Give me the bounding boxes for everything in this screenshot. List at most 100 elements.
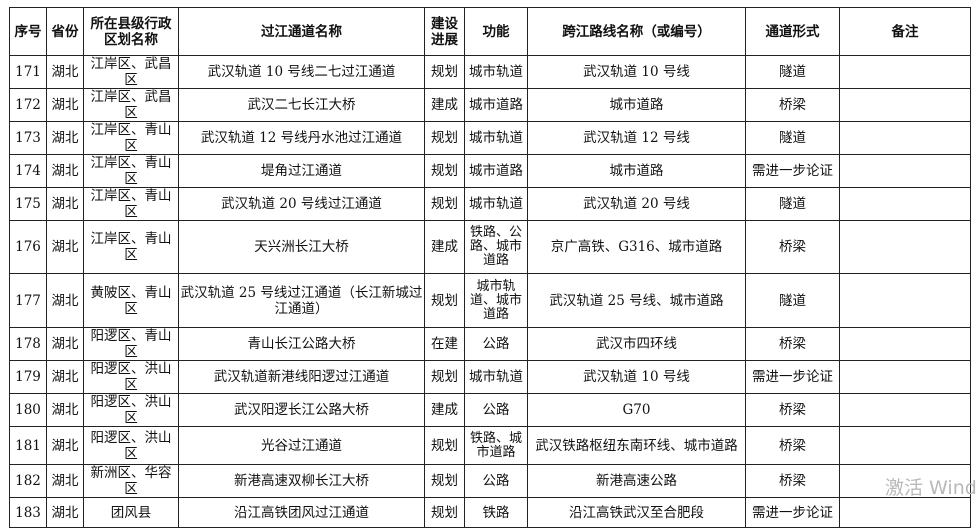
row-number: 179 bbox=[9, 360, 47, 394]
function: 城市轨道 bbox=[464, 360, 528, 394]
progress: 规划 bbox=[424, 464, 465, 498]
river-crossing-table: 序号 省份 所在县级行政区划名称 过江通道名称 建设进展 功能 跨江路线名称（或编号） 通道形… bbox=[9, 7, 971, 528]
crossing-form: 需进一步论证 bbox=[745, 497, 840, 528]
function: 城市道路 bbox=[464, 154, 528, 188]
row-number: 174 bbox=[9, 154, 47, 188]
route-name: 城市道路 bbox=[527, 88, 746, 122]
header-progress: 建设进展 bbox=[424, 7, 465, 56]
crossing-name: 青山长江公路大桥 bbox=[178, 327, 425, 361]
table-row: 171 湖北 江岸区、武昌区 武汉轨道 10 号线二七过江通道 规划 城市轨道 武汉轨道 1… bbox=[9, 55, 971, 89]
table-row: 173 湖北 江岸区、青山区 武汉轨道 12 号线丹水池过江通道 规划 城市轨道 武汉轨道 … bbox=[9, 121, 971, 155]
district: 团风县 bbox=[83, 497, 179, 528]
crossing-form: 隧道 bbox=[745, 121, 840, 155]
row-number: 181 bbox=[9, 426, 47, 465]
route-name: 武汉市四环线 bbox=[527, 327, 746, 361]
progress: 规划 bbox=[424, 360, 465, 394]
progress: 建成 bbox=[424, 220, 465, 274]
table-row: 182 湖北 新洲区、华容区 新港高速双柳长江大桥 规划 公路 新港高速公路 桥梁 bbox=[9, 464, 971, 498]
function: 城市道路 bbox=[464, 88, 528, 122]
province: 湖北 bbox=[46, 464, 84, 498]
province: 湖北 bbox=[46, 497, 84, 528]
table-row: 180 湖北 阳逻区、洪山区 武汉阳逻长江公路大桥 建成 公路 G70 桥梁 bbox=[9, 393, 971, 427]
district: 江岸区、青山区 bbox=[83, 220, 179, 274]
function: 铁路、城市道路 bbox=[464, 426, 528, 465]
remark bbox=[839, 55, 971, 89]
district: 江岸区、青山区 bbox=[83, 154, 179, 188]
crossing-name: 新港高速双柳长江大桥 bbox=[178, 464, 425, 498]
crossing-name: 堤角过江通道 bbox=[178, 154, 425, 188]
function: 公路 bbox=[464, 327, 528, 361]
route-name: 武汉轨道 12 号线 bbox=[527, 121, 746, 155]
row-number: 177 bbox=[9, 273, 47, 328]
crossing-form: 桥梁 bbox=[745, 426, 840, 465]
district: 阳逻区、洪山区 bbox=[83, 360, 179, 394]
crossing-name: 光谷过江通道 bbox=[178, 426, 425, 465]
function: 铁路 bbox=[464, 497, 528, 528]
progress: 规划 bbox=[424, 154, 465, 188]
crossing-name: 沿江高铁团风过江通道 bbox=[178, 497, 425, 528]
header-function: 功能 bbox=[464, 7, 528, 56]
district: 阳逻区、洪山区 bbox=[83, 426, 179, 465]
header-name: 过江通道名称 bbox=[178, 7, 425, 56]
province: 湖北 bbox=[46, 393, 84, 427]
row-number: 171 bbox=[9, 55, 47, 89]
progress: 建成 bbox=[424, 393, 465, 427]
table-row: 176 湖北 江岸区、青山区 天兴洲长江大桥 建成 铁路、公路、城市道路 京广高铁、G316… bbox=[9, 220, 971, 274]
province: 湖北 bbox=[46, 121, 84, 155]
function: 城市轨道 bbox=[464, 121, 528, 155]
function: 城市轨道、城市道路 bbox=[464, 273, 528, 328]
table-row: 178 湖北 阳逻区、青山区 青山长江公路大桥 在建 公路 武汉市四环线 桥梁 bbox=[9, 327, 971, 361]
crossing-form: 桥梁 bbox=[745, 220, 840, 274]
progress: 规划 bbox=[424, 497, 465, 528]
table-row: 172 湖北 江岸区、武昌区 武汉二七长江大桥 建成 城市道路 城市道路 桥梁 bbox=[9, 88, 971, 122]
row-number: 176 bbox=[9, 220, 47, 274]
row-number: 182 bbox=[9, 464, 47, 498]
route-name: 沿江高铁武汉至合肥段 bbox=[527, 497, 746, 528]
province: 湖北 bbox=[46, 360, 84, 394]
header-remark: 备注 bbox=[839, 7, 971, 56]
district: 江岸区、武昌区 bbox=[83, 88, 179, 122]
table-row: 175 湖北 江岸区、青山区 武汉轨道 20 号线过江通道 规划 城市轨道 武汉轨道 20 … bbox=[9, 187, 971, 221]
function: 公路 bbox=[464, 464, 528, 498]
table-row: 174 湖北 江岸区、青山区 堤角过江通道 规划 城市道路 城市道路 需进一步论证 bbox=[9, 154, 971, 188]
progress: 规划 bbox=[424, 121, 465, 155]
remark bbox=[839, 121, 971, 155]
province: 湖北 bbox=[46, 273, 84, 328]
crossing-form: 桥梁 bbox=[745, 327, 840, 361]
route-name: 武汉轨道 10 号线 bbox=[527, 360, 746, 394]
route-name: 武汉轨道 25 号线、城市道路 bbox=[527, 273, 746, 328]
crossing-name: 武汉轨道新港线阳逻过江通道 bbox=[178, 360, 425, 394]
crossing-name: 武汉轨道 12 号线丹水池过江通道 bbox=[178, 121, 425, 155]
table-row: 179 湖北 阳逻区、洪山区 武汉轨道新港线阳逻过江通道 规划 城市轨道 武汉轨道 10 号… bbox=[9, 360, 971, 394]
crossing-name: 武汉二七长江大桥 bbox=[178, 88, 425, 122]
province: 湖北 bbox=[46, 426, 84, 465]
remark bbox=[839, 273, 971, 328]
crossing-form: 隧道 bbox=[745, 187, 840, 221]
remark bbox=[839, 154, 971, 188]
province: 湖北 bbox=[46, 220, 84, 274]
route-name: 武汉铁路枢纽东南环线、城市道路 bbox=[527, 426, 746, 465]
route-name: 城市道路 bbox=[527, 154, 746, 188]
progress: 规划 bbox=[424, 55, 465, 89]
district: 黄陂区、青山区 bbox=[83, 273, 179, 328]
header-form: 通道形式 bbox=[745, 7, 840, 56]
remark bbox=[839, 360, 971, 394]
district: 阳逻区、青山区 bbox=[83, 327, 179, 361]
crossing-form: 隧道 bbox=[745, 273, 840, 328]
crossing-form: 桥梁 bbox=[745, 464, 840, 498]
crossing-form: 需进一步论证 bbox=[745, 154, 840, 188]
remark bbox=[839, 393, 971, 427]
crossing-form: 桥梁 bbox=[745, 393, 840, 427]
district: 江岸区、青山区 bbox=[83, 187, 179, 221]
header-route: 跨江路线名称（或编号） bbox=[527, 7, 746, 56]
district: 江岸区、青山区 bbox=[83, 121, 179, 155]
row-number: 180 bbox=[9, 393, 47, 427]
crossing-name: 武汉阳逻长江公路大桥 bbox=[178, 393, 425, 427]
remark bbox=[839, 220, 971, 274]
row-number: 183 bbox=[9, 497, 47, 528]
crossing-form: 隧道 bbox=[745, 55, 840, 89]
province: 湖北 bbox=[46, 88, 84, 122]
province: 湖北 bbox=[46, 327, 84, 361]
remark bbox=[839, 88, 971, 122]
crossing-name: 武汉轨道 25 号线过江通道（长江新城过江通道） bbox=[178, 273, 425, 328]
